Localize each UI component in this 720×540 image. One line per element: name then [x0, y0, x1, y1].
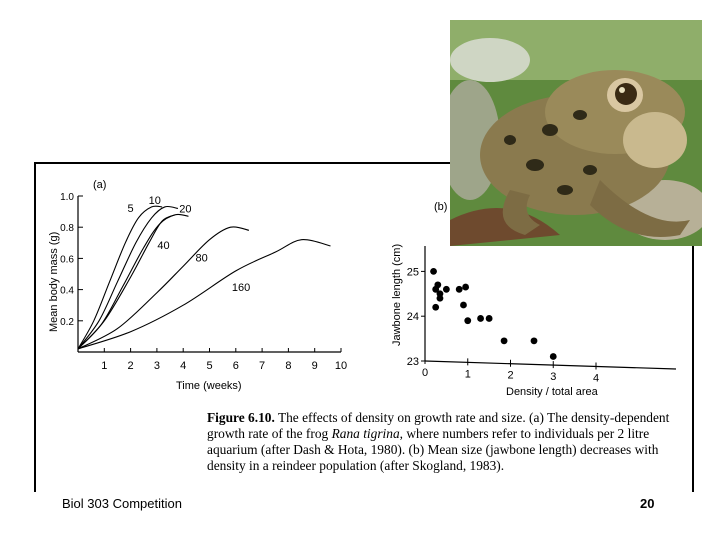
scatter-point: [460, 301, 467, 309]
caption-line-2-pre: growth rate of the frog: [207, 426, 332, 441]
panel-a-x-tick-label: 3: [154, 360, 160, 372]
frog-photo: [450, 20, 702, 246]
series-label-40: 40: [157, 240, 169, 252]
panel-b-y-ticks: 23 24 25: [407, 266, 425, 368]
panel-b-x-axis: [424, 360, 677, 370]
panel-b-y-tick-label: 24: [407, 311, 419, 323]
series-label-160: 160: [232, 282, 250, 294]
panel-a-y-tick-label: 1.0: [60, 192, 74, 203]
panel-a-x-tick-label: 8: [285, 360, 291, 372]
scatter-point: [430, 268, 437, 275]
panel-b-y-tick-label: 23: [407, 356, 419, 368]
footer-course-title: Biol 303 Competition: [62, 496, 182, 511]
panel-a-x-tick-label: 4: [180, 360, 186, 372]
scatter-point: [477, 315, 484, 322]
panel-a-y-label: Mean body mass (g): [48, 232, 60, 332]
scatter-point: [434, 281, 442, 289]
caption-line-4: density in a reindeer population (after …: [207, 458, 505, 473]
caption-species: Rana tigrina: [331, 426, 400, 441]
panel-b-x-tick-label: 0: [422, 367, 428, 379]
figure-caption: Figure 6.10. The effects of density on g…: [207, 410, 677, 474]
panel-b-y-label: Jawbone length (cm): [391, 244, 403, 346]
panel-b-x-label: Density / total area: [506, 386, 599, 398]
panel-a-label: (a): [93, 179, 106, 191]
series-label-20: 20: [179, 204, 191, 216]
panel-b-label: (b): [434, 201, 447, 213]
scatter-point: [442, 285, 450, 293]
panel-b-y-tick-label: 25: [407, 266, 419, 278]
panel-a-series-labels: 5 10 20 40 80 160: [128, 195, 251, 294]
panel-a-x-tick-label: 5: [206, 360, 212, 372]
panel-a-x-tick-label: 1: [101, 360, 107, 372]
scatter-point: [500, 337, 508, 345]
panel-a-x-label: Time (weeks): [176, 380, 242, 392]
panel-b-x-tick-label: 3: [550, 371, 556, 383]
scatter-point: [530, 337, 538, 345]
panel-a: (a) 1 2 3 4 5 6 7 8 9 10 0.2 0.4 0.6 0.8 1.0 5 10 20 40 8…: [48, 179, 347, 392]
panel-a-y-tick-label: 0.8: [60, 223, 74, 234]
scatter-point: [455, 285, 463, 293]
series-label-5: 5: [128, 203, 134, 215]
caption-line-2-post: , where numbers refer to individuals per…: [399, 426, 650, 441]
slide-number: 20: [640, 496, 655, 511]
panel-a-y-tick-label: 0.2: [60, 317, 74, 328]
series-label-10: 10: [149, 195, 161, 207]
panel-a-x-tick-label: 2: [128, 360, 134, 372]
scatter-point: [432, 303, 440, 311]
scatter-point: [549, 353, 557, 360]
panel-a-x-tick-label: 6: [233, 360, 239, 372]
scatter-point: [464, 317, 472, 325]
panel-a-lines: [77, 205, 331, 350]
series-line-40: [77, 214, 176, 350]
figure-svg: (a) 1 2 3 4 5 6 7 8 9 10 0.20.40.60.81.0 51020408…: [48, 179, 677, 398]
panel-a-x-tick-label: 10: [335, 360, 347, 372]
caption-line-3: aquarium (after Dash & Hota, 1980). (b) …: [207, 442, 659, 457]
panel-b-points: [430, 268, 557, 360]
series-line-160: [77, 239, 331, 350]
panel-a-y-tick-label: 0.6: [60, 254, 74, 265]
scatter-point: [485, 315, 493, 322]
panel-b-x-tick-label: 4: [593, 372, 599, 384]
panel-b-x-tick-label: 2: [507, 370, 513, 382]
series-line-20: [77, 213, 189, 350]
panel-b-x-ticks: 0 1 2 3 4: [422, 357, 599, 384]
series-label-80: 80: [195, 253, 207, 265]
scatter-point: [462, 283, 470, 291]
frog-eye: [615, 83, 637, 105]
panel-a-y-ticks: 0.2 0.4 0.6 0.8 1.0: [60, 192, 83, 328]
panel-b-x-tick-label: 1: [465, 368, 471, 380]
series-line-5: [77, 205, 163, 350]
series-line-80: [77, 226, 250, 350]
caption-label: Figure 6.10.: [207, 410, 275, 425]
panel-a-x-ticks: 1 2 3 4 5 6 7 8 9 10: [101, 348, 347, 372]
scatter-point: [436, 294, 444, 302]
panel-a-x-tick-label: 7: [259, 360, 265, 372]
panel-a-x-tick-label: 9: [312, 360, 318, 372]
caption-line-1: The effects of density on growth rate an…: [277, 410, 670, 425]
panel-a-y-tick-label: 0.4: [60, 286, 74, 297]
series-line-10: [77, 205, 179, 350]
